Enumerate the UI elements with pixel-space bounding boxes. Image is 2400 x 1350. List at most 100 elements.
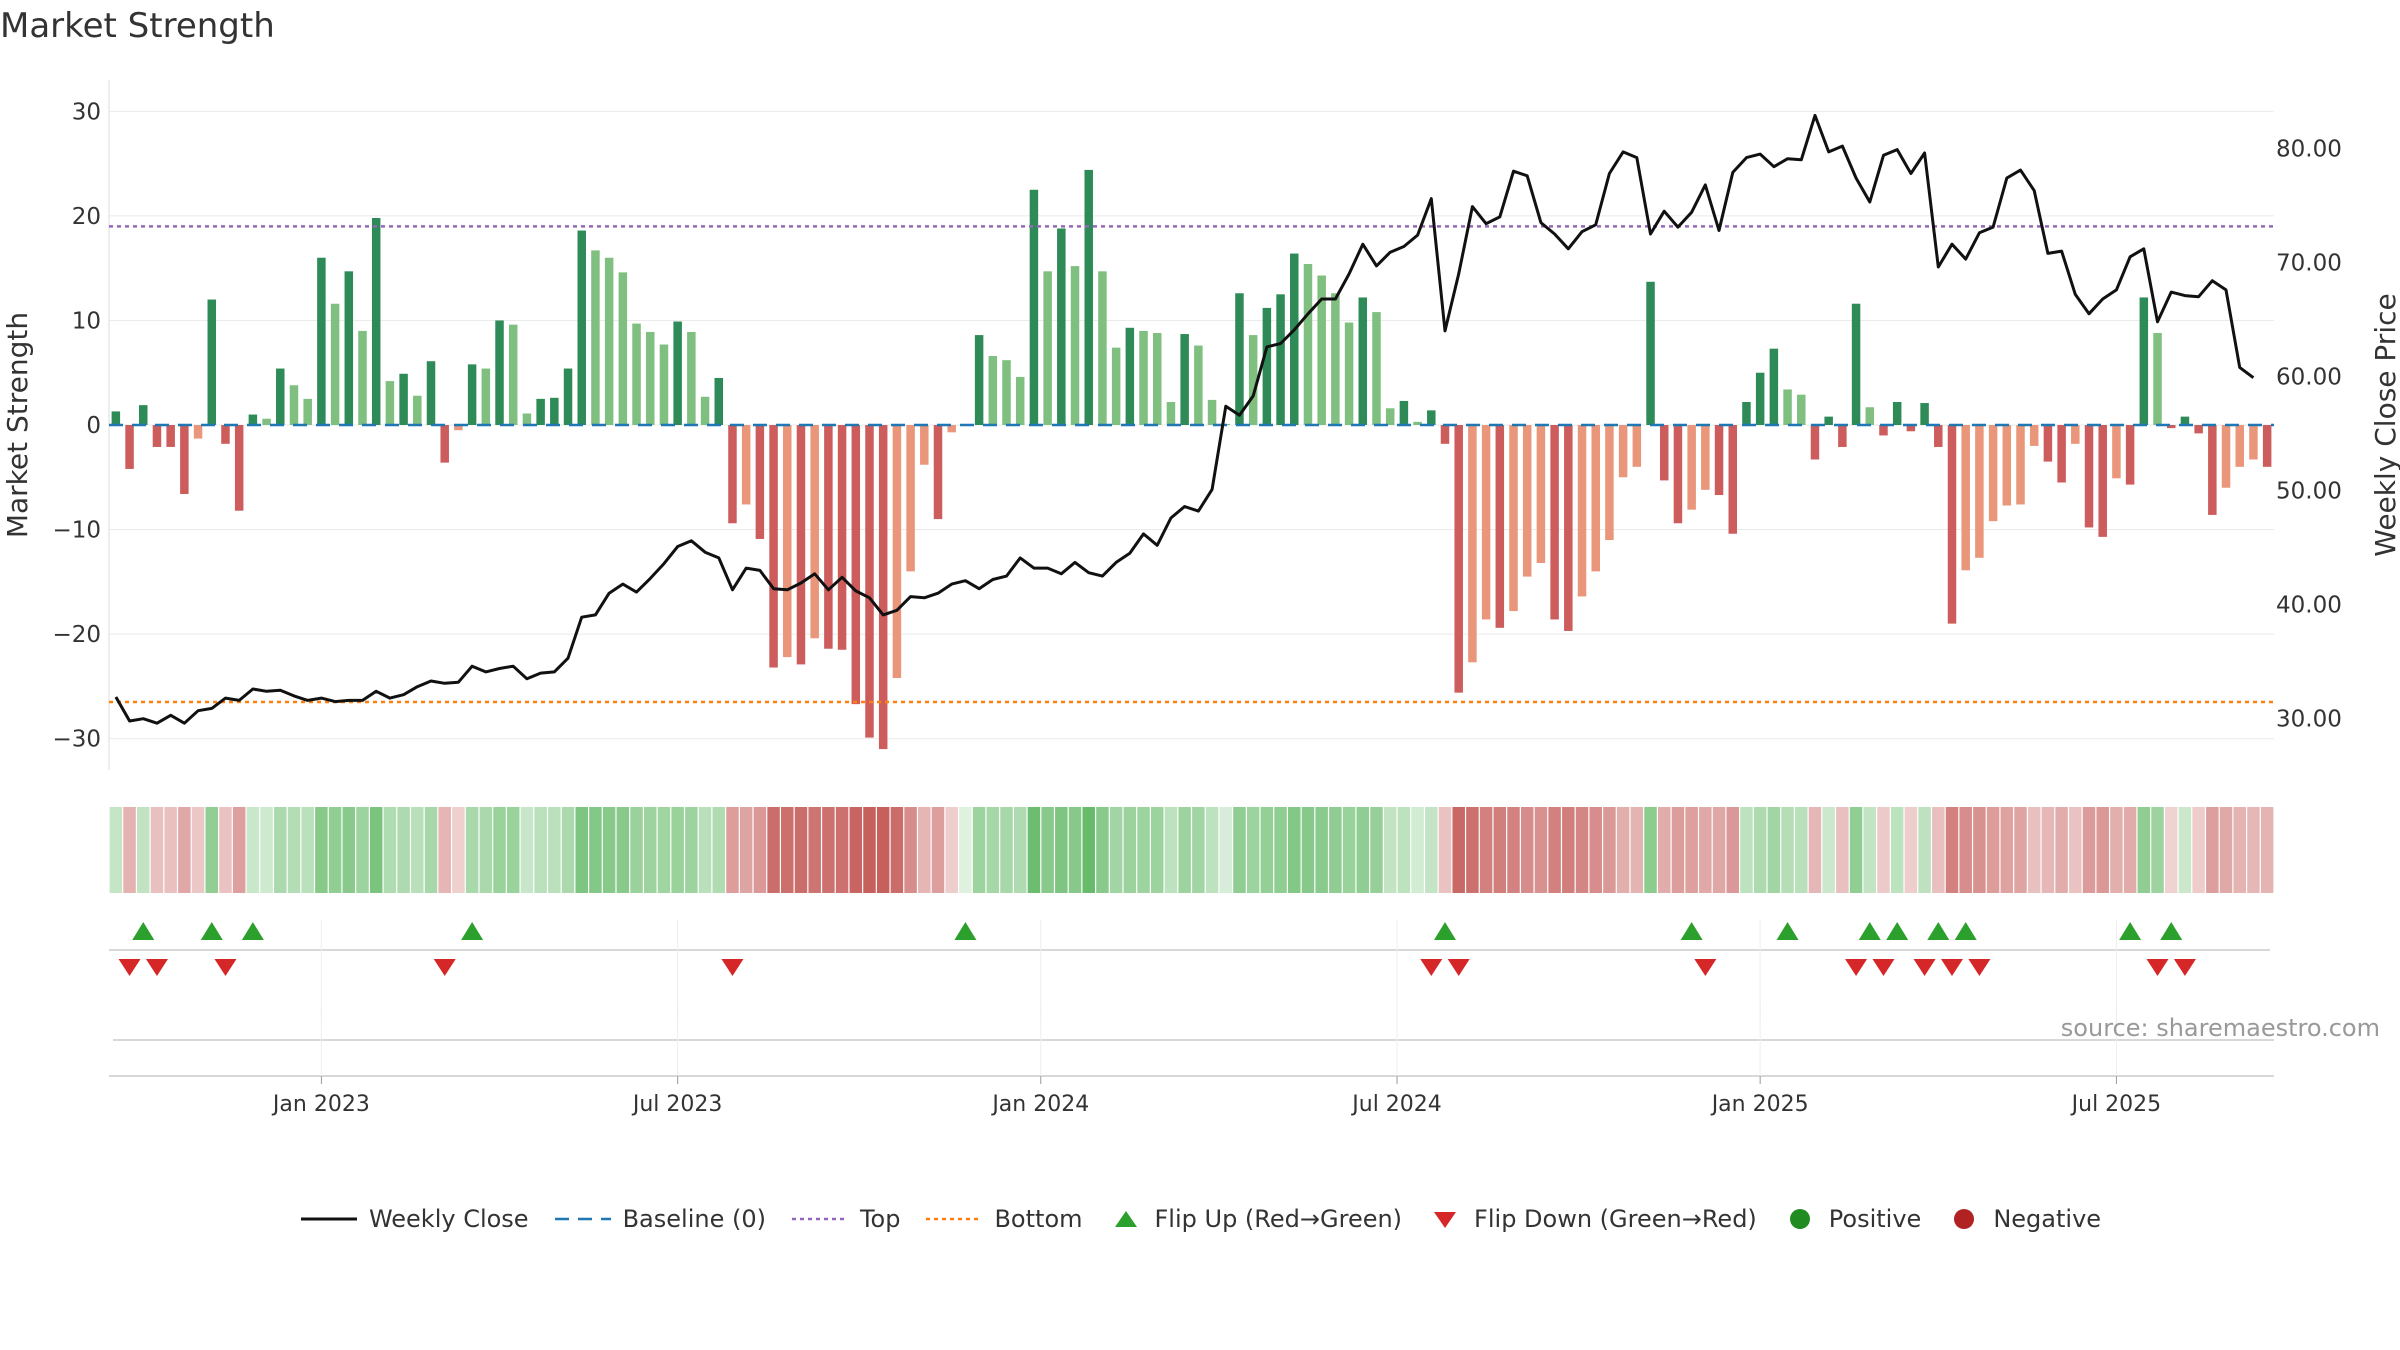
strength-bar [1824,416,1833,425]
flip-up-marker [200,922,223,940]
strength-bar [632,323,641,425]
heat-cell [1644,807,1657,893]
heat-strip [109,807,2274,893]
legend-item-positive: Positive [1781,1205,1922,1233]
strength-bar [1769,348,1779,425]
heat-cell [1808,807,1822,893]
legend-label: Bottom [994,1205,1083,1233]
heat-cell [137,807,150,893]
strength-bar [906,425,915,572]
strength-bar [810,425,819,639]
strength-bar [2180,416,2190,425]
heat-cell [575,807,588,893]
strength-bar [1687,425,1696,510]
strength-bar [687,331,696,425]
strength-bar [1536,425,1546,563]
heat-cell [1562,807,1575,893]
heat-cell [123,807,136,893]
flip-up-marker [1680,922,1703,940]
strength-bar [1180,334,1189,425]
legend-item-flip-down: Flip Down (Green→Red) [1426,1205,1757,1233]
strength-bar [2221,425,2231,488]
heat-cell [1466,807,1479,893]
legend-symbol-flip-up [1114,1211,1137,1227]
flip-up-marker [1954,922,1977,940]
heat-cell [287,807,301,893]
heat-cell [1301,807,1315,893]
flip-down-marker [145,959,168,976]
heat-cell [1822,807,1835,893]
strength-bar [385,381,395,425]
legend-symbol-top [791,1217,848,1221]
strength-bar [1166,402,1176,425]
strength-bar [2043,425,2053,462]
legend-label: Positive [1828,1205,1922,1233]
strength-bar [1618,425,1628,478]
strength-bar [2125,425,2135,485]
heat-cell [315,807,328,893]
strength-bar [646,331,655,425]
source-note: source: sharemaestro.com [2060,1014,2380,1042]
strength-bar [618,272,628,425]
heat-cell [698,807,712,893]
strength-bar [2002,425,2012,506]
strength-bar [2016,425,2025,505]
flip-down-marker [1845,959,1868,976]
heat-cell [2233,807,2246,893]
heat-cell [1205,807,1219,893]
heat-cell [1712,807,1726,893]
x-tick-label: Jan 2024 [990,1092,1089,1117]
strength-bar [1591,425,1600,572]
heat-cell [1041,807,1054,893]
strength-bar [1975,425,1984,558]
strength-bar [330,303,340,425]
legend-symbol-negative [1954,1209,1975,1229]
strength-bar [1468,425,1477,663]
flip-down-marker [1872,959,1895,976]
heat-cell [1986,807,2000,893]
heat-cell [1000,807,1013,893]
x-tick-label: Jan 2025 [1710,1092,1809,1117]
strength-bar [166,425,175,447]
heat-cell [726,807,739,893]
strength-bar [1057,228,1066,425]
flip-down-marker [1968,959,1991,976]
strength-bar [522,413,532,425]
heat-cell [452,807,465,893]
strength-bar [2166,425,2176,429]
strength-bar [878,425,888,750]
heat-cell [191,807,205,893]
strength-bar [1659,425,1669,481]
strength-bar [1838,425,1847,447]
heat-cell [1904,807,1918,893]
strength-bar [289,385,299,425]
strength-bar [1577,425,1587,597]
heat-cell [2000,807,2014,893]
heat-cell [369,807,383,893]
heat-cell [685,807,698,893]
strength-bar [1605,425,1614,540]
heat-cell [986,807,1000,893]
strength-bar [1851,303,1861,425]
heat-cell [1945,807,1959,893]
strength-bar [262,418,271,425]
strength-bar [1413,421,1422,425]
heat-cell [904,807,917,893]
heat-cell [561,807,575,893]
heat-cell [1836,807,1849,893]
heat-cell [972,807,986,893]
heat-cell [534,807,547,893]
strength-bar [1509,425,1518,612]
heat-cell [1342,807,1356,893]
heat-cell [397,807,410,893]
strength-bar [1550,425,1559,620]
strength-bar [755,425,765,539]
flip-up-marker [1858,922,1881,940]
legend-label: Top [859,1205,901,1233]
legend-symbol-baseline [554,1217,611,1221]
heat-cell [1534,807,1548,893]
heat-cell [2247,807,2260,893]
y-tick-label: 0 [86,413,101,439]
heat-cell [1411,807,1424,893]
heat-cell [1260,807,1274,893]
